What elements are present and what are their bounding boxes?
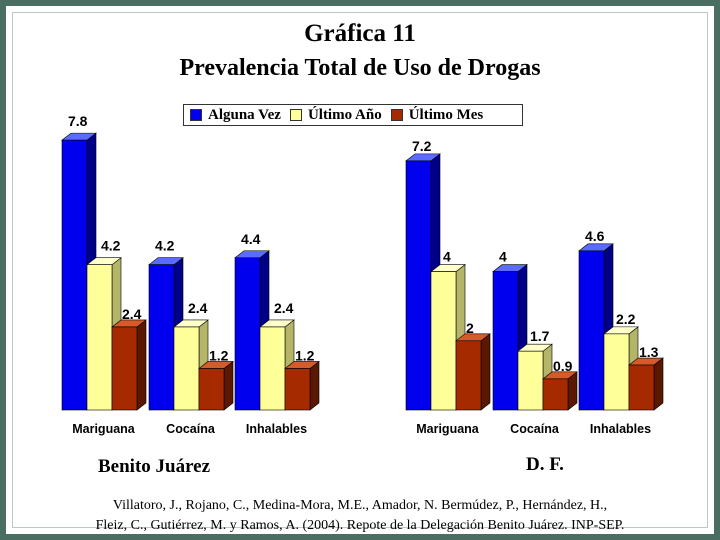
bar-side-benito-juarez-inhalables-ultimo-mes: [309, 360, 320, 411]
data-label-benito-juarez-mariguana-ultimo-ano: 4.2: [101, 238, 121, 254]
legend-label-ultimo-ano: Último Año: [307, 106, 382, 123]
legend-label-ultimo-mes: Último Mes: [408, 106, 484, 123]
citation-line-1: Villatoro, J., Rojano, C., Medina-Mora, …: [112, 498, 608, 513]
data-label-d-f--cocaina-ultimo-ano: 1.7: [530, 328, 550, 344]
legend-swatch-ultimo-ano: [289, 109, 302, 121]
bar-side-d-f--inhalables-ultimo-mes: [653, 357, 664, 411]
bar-side-benito-juarez-mariguana-ultimo-mes: [136, 319, 147, 411]
data-label-d-f--mariguana-ultimo-ano: 4: [443, 249, 451, 265]
legend-item-ultimo-ano: Último Año: [289, 106, 382, 124]
data-label-benito-juarez-inhalables-alguna-vez: 4.4: [241, 231, 261, 247]
data-label-benito-juarez-cocaina-alguna-vez: 4.2: [155, 238, 175, 254]
citation-line-2: Fleiz, C., Gutiérrez, M. y Ramos, A. (20…: [95, 518, 625, 533]
bar-benito-juarez-mariguana-ultimo-ano: [86, 264, 113, 411]
chart-title: Gráfica 11: [304, 20, 416, 47]
bar-side-d-f--mariguana-ultimo-mes: [480, 333, 491, 411]
category-label-d-f--cocaina: Cocaína: [510, 422, 560, 436]
bar-d-f--mariguana-ultimo-mes: [455, 340, 482, 411]
data-label-d-f--inhalables-ultimo-ano: 2.2: [616, 311, 636, 327]
data-label-d-f--cocaina-alguna-vez: 4: [499, 249, 507, 265]
bar-d-f--mariguana-ultimo-ano: [430, 271, 457, 411]
chart-legend: Alguna Vez Último Año Último Mes: [183, 104, 523, 126]
chart-subtitle: Prevalencia Total de Uso de Drogas: [179, 55, 541, 81]
group-label-df: D. F.: [526, 454, 564, 475]
category-label-benito-juarez-inhalables: Inhalables: [246, 422, 307, 436]
bar-benito-juarez-inhalables-ultimo-ano: [259, 326, 286, 411]
frame-inner-border: [12, 12, 708, 528]
bar-d-f--cocaina-ultimo-ano: [517, 350, 544, 411]
category-label-benito-juarez-cocaina: Cocaína: [166, 422, 216, 436]
bar-d-f--inhalables-alguna-vez: [578, 250, 605, 411]
data-label-benito-juarez-mariguana-alguna-vez: 7.8: [68, 113, 88, 129]
legend-swatch-alguna-vez: [190, 109, 202, 121]
category-label-d-f--inhalables: Inhalables: [590, 422, 651, 436]
legend-swatch-ultimo-mes: [390, 109, 403, 121]
bar-benito-juarez-mariguana-ultimo-mes: [111, 326, 138, 411]
data-label-benito-juarez-cocaina-ultimo-ano: 2.4: [188, 300, 208, 316]
bar-benito-juarez-cocaina-ultimo-mes: [198, 368, 225, 411]
data-label-benito-juarez-inhalables-ultimo-ano: 2.4: [274, 300, 294, 316]
bar-d-f--cocaina-ultimo-mes: [542, 378, 569, 411]
bar-benito-juarez-cocaina-ultimo-ano: [173, 326, 200, 411]
category-label-benito-juarez-mariguana: Mariguana: [72, 422, 136, 436]
data-label-d-f--cocaina-ultimo-mes: 0.9: [553, 358, 573, 374]
data-label-benito-juarez-mariguana-ultimo-mes: 2.4: [122, 306, 142, 322]
bar-d-f--cocaina-alguna-vez: [492, 271, 519, 411]
group-label-benito-juarez: Benito Juárez: [98, 456, 211, 477]
bar-d-f--inhalables-ultimo-mes: [628, 364, 655, 411]
bar-d-f--mariguana-alguna-vez: [405, 160, 432, 411]
data-label-d-f--inhalables-alguna-vez: 4.6: [585, 228, 605, 244]
data-label-benito-juarez-cocaina-ultimo-mes: 1.2: [209, 347, 229, 363]
bar-benito-juarez-mariguana-alguna-vez: [61, 139, 88, 411]
data-label-benito-juarez-inhalables-ultimo-mes: 1.2: [295, 347, 315, 363]
data-label-d-f--mariguana-ultimo-mes: 2: [466, 320, 474, 336]
bar-d-f--inhalables-ultimo-ano: [603, 333, 630, 411]
data-label-d-f--mariguana-alguna-vez: 7.2: [412, 138, 432, 154]
legend-label-alguna-vez: Alguna Vez: [208, 106, 281, 123]
legend-item-ultimo-mes: Último Mes: [390, 106, 484, 124]
bar-benito-juarez-cocaina-alguna-vez: [148, 264, 175, 411]
bar-benito-juarez-inhalables-alguna-vez: [234, 257, 261, 411]
bar-benito-juarez-inhalables-ultimo-mes: [284, 368, 311, 411]
bar-side-benito-juarez-cocaina-ultimo-mes: [223, 360, 234, 411]
legend-item-alguna-vez: Alguna Vez: [190, 107, 281, 124]
category-label-d-f--mariguana: Mariguana: [416, 422, 480, 436]
data-label-d-f--inhalables-ultimo-mes: 1.3: [639, 344, 659, 360]
